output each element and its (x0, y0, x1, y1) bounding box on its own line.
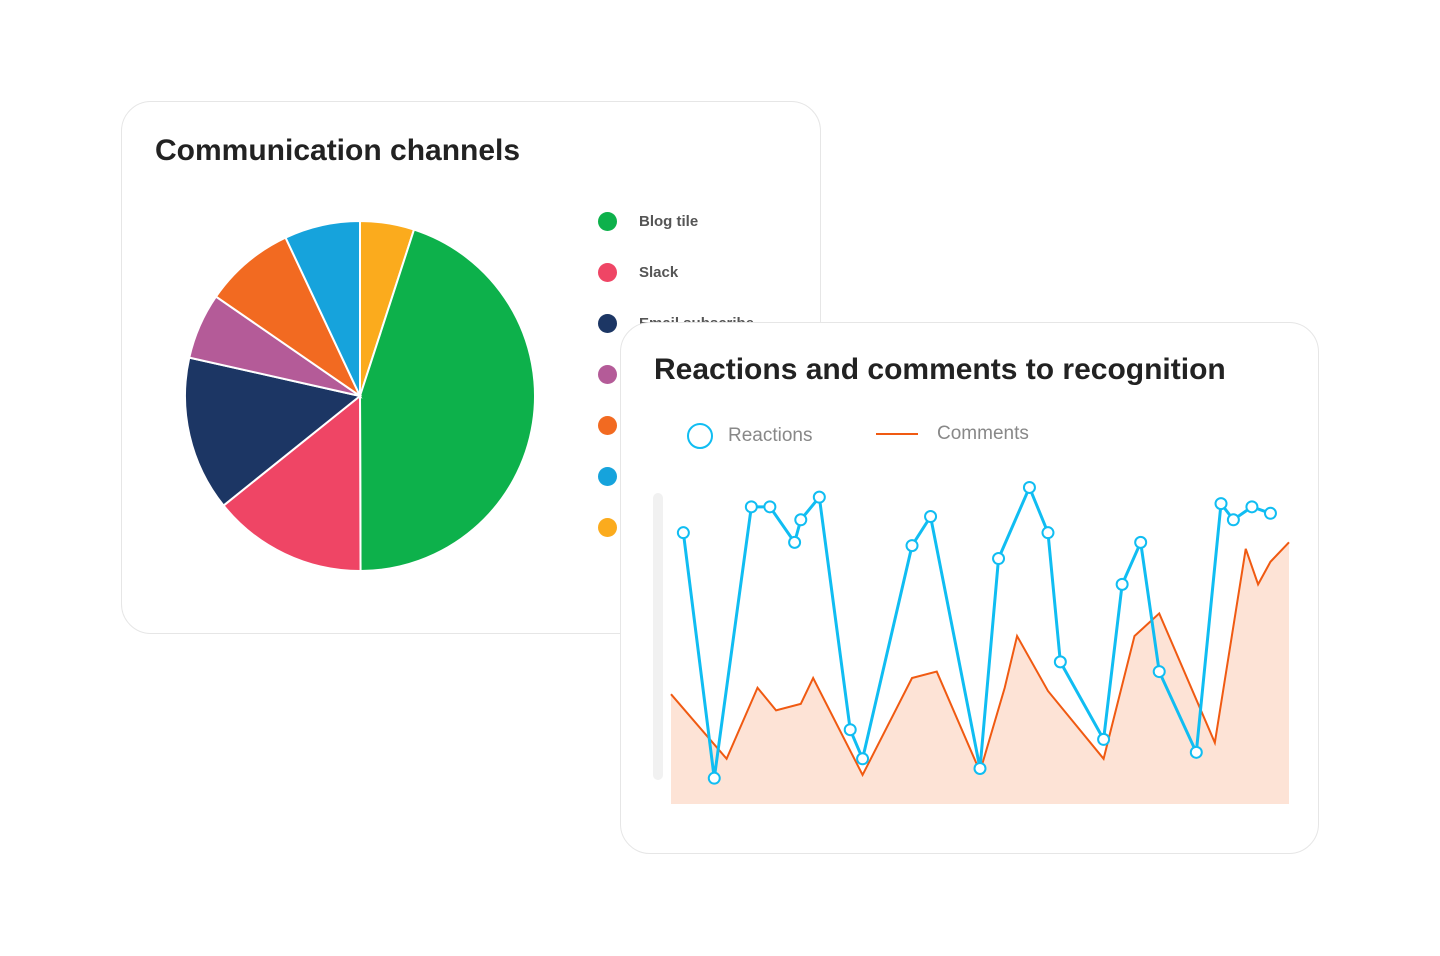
pie-chart (184, 219, 536, 573)
legend-reactions-marker (687, 423, 713, 449)
reactions-point[interactable] (924, 510, 938, 524)
legend-item[interactable] (598, 365, 639, 384)
reactions-point[interactable] (1245, 500, 1259, 514)
legend-label: Slack (639, 264, 679, 281)
legend-label: Blog tile (639, 213, 699, 230)
reactions-point[interactable] (1053, 655, 1067, 669)
legend-dot (598, 416, 617, 435)
reactions-comments-card: Reactions and comments to recognition Re… (620, 322, 1319, 854)
reactions-point[interactable] (843, 723, 857, 737)
legend-dot (598, 263, 617, 282)
legend-dot (598, 314, 617, 333)
pie-slice[interactable] (222, 393, 362, 572)
reactions-point[interactable] (1226, 513, 1240, 527)
reactions-point[interactable] (763, 500, 777, 514)
legend-comments-label[interactable]: Comments (937, 423, 1029, 444)
pie-slice[interactable] (184, 356, 363, 507)
reactions-point[interactable] (1152, 665, 1166, 679)
legend-item[interactable]: Slack (598, 263, 678, 282)
line-chart-title: Reactions and comments to recognition (654, 353, 1226, 386)
legend-dot (598, 467, 617, 486)
reactions-point[interactable] (1134, 535, 1148, 549)
legend-reactions-label[interactable]: Reactions (728, 425, 813, 446)
reactions-point[interactable] (788, 535, 802, 549)
scrollbar[interactable] (653, 493, 663, 780)
line-chart (653, 423, 1290, 804)
legend-dot (598, 518, 617, 537)
comments-line (670, 541, 1290, 778)
legend-item[interactable]: Blog tile (598, 212, 698, 231)
reactions-point[interactable] (676, 526, 690, 540)
reactions-point[interactable] (1115, 577, 1129, 591)
reactions-point[interactable] (992, 552, 1006, 566)
legend-item[interactable] (598, 518, 639, 537)
legend-dot (598, 365, 617, 384)
reactions-point[interactable] (1263, 506, 1277, 520)
pie-chart-title: Communication channels (155, 134, 521, 167)
legend-dot (598, 212, 617, 231)
reactions-point[interactable] (1189, 745, 1203, 759)
reactions-point[interactable] (1214, 497, 1228, 511)
reactions-point[interactable] (707, 771, 721, 785)
reactions-point[interactable] (1022, 480, 1036, 494)
legend-item[interactable] (598, 416, 639, 435)
reactions-point[interactable] (1041, 526, 1055, 540)
reactions-point[interactable] (856, 752, 870, 766)
comments-area (671, 542, 1289, 804)
reactions-point[interactable] (1097, 732, 1111, 746)
reactions-point[interactable] (973, 761, 987, 775)
pie-slice[interactable] (358, 228, 536, 573)
pie-slice[interactable] (284, 219, 361, 397)
legend-item[interactable] (598, 467, 639, 486)
pie-slice[interactable] (214, 236, 363, 399)
reactions-point[interactable] (744, 500, 758, 514)
reactions-point[interactable] (812, 490, 826, 504)
reactions-point[interactable] (794, 513, 808, 527)
reactions-point[interactable] (905, 539, 919, 553)
